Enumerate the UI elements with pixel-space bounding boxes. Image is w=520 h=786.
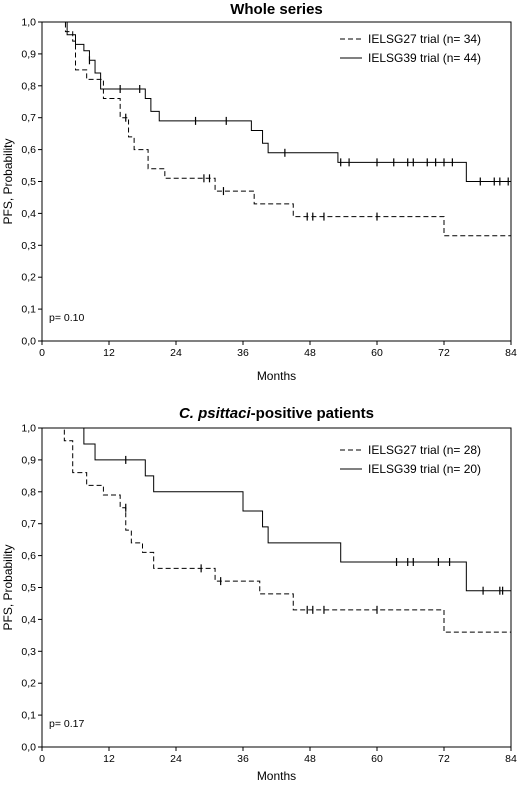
y-tick-label: 0,7 [21,518,36,530]
chart-title: Whole series [230,1,323,18]
x-axis-label: Months [257,769,296,783]
y-tick-label: 0,5 [21,582,36,594]
y-tick-label: 0,9 [21,454,36,466]
x-tick-label: 84 [505,753,517,765]
x-tick-label: 84 [505,347,517,359]
legend-label-1: IELSG27 trial (n= 34) [368,32,481,46]
x-tick-label: 24 [170,753,182,765]
chart-panel-2: C. psittaci-positive patients 0,0 0,1 0,2 0,… [1,405,517,783]
y-axis-label: PFS, Probability [1,138,15,224]
x-tick-label: 48 [304,347,316,359]
chart-title: C. psittaci-positive patients [179,405,374,422]
x-tick-label: 12 [103,347,115,359]
series-line-1 [42,427,511,633]
x-tick-label: 48 [304,753,316,765]
y-tick-label: 0,8 [21,80,36,92]
chart-title-rest: -positive patients [251,405,374,422]
y-tick-label: 0,2 [21,272,36,284]
y-tick-label: 0,5 [21,176,36,188]
y-tick-label: 0,4 [21,614,36,626]
y-tick-label: 0,3 [21,646,36,658]
legend-label-2: IELSG39 trial (n= 44) [368,51,481,65]
y-tick-label: 0,3 [21,240,36,252]
p-value-annotation: p= 0.17 [49,718,84,730]
series-line-2 [42,427,511,592]
y-tick-label: 0,1 [21,304,36,316]
x-tick-label: 0 [39,753,45,765]
y-tick-label: 0,1 [21,710,36,722]
legend-label-2: IELSG39 trial (n= 20) [368,462,481,476]
y-tick-label: 0,8 [21,486,36,498]
x-axis-label: Months [257,369,296,383]
y-tick-label: 0,0 [21,336,36,348]
y-tick-label: 1,0 [21,17,36,29]
y-axis-label: PFS, Probability [1,544,15,630]
x-tick-label: 0 [39,347,45,359]
x-tick-label: 60 [371,347,383,359]
x-tick-label: 72 [438,347,450,359]
y-tick-label: 0,0 [21,742,36,754]
x-tick-label: 12 [103,753,115,765]
y-tick-label: 0,6 [21,144,36,156]
y-tick-label: 0,7 [21,112,36,124]
x-tick-label: 72 [438,753,450,765]
x-tick-label: 24 [170,347,182,359]
plot-frame [41,21,512,342]
series-line-2 [42,21,511,182]
x-tick-label: 36 [237,753,249,765]
p-value-annotation: p= 0.10 [49,312,84,324]
chart-title-italic: C. psittaci [179,405,252,422]
y-tick-label: 1,0 [21,423,36,435]
x-tick-label: 60 [371,753,383,765]
y-tick-label: 0,4 [21,208,36,220]
legend-label-1: IELSG27 trial (n= 28) [368,443,481,457]
y-tick-label: 0,9 [21,48,36,60]
y-tick-label: 0,6 [21,550,36,562]
chart-panel-1: Whole series 0,0 0,1 0,2 0,3 0,4 0,5 0,6 0,7 0,8 0… [1,1,517,383]
y-tick-label: 0,2 [21,678,36,690]
x-tick-label: 36 [237,347,249,359]
